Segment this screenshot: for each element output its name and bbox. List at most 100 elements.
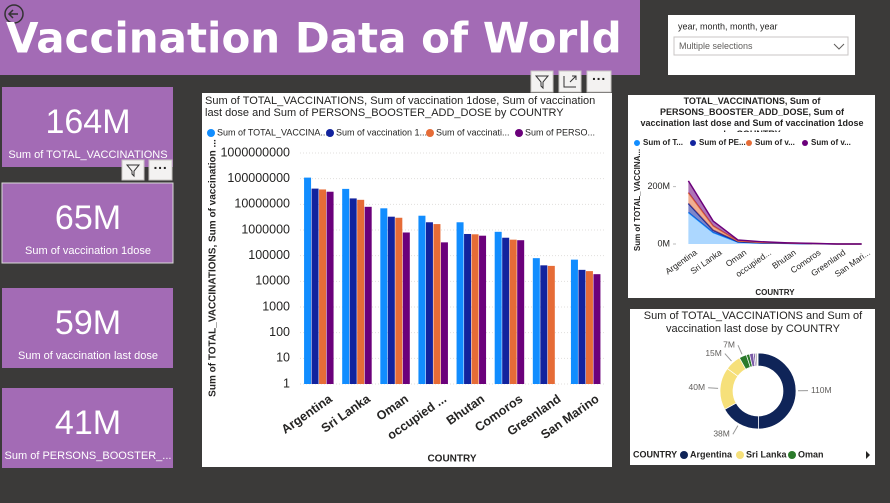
area-line xyxy=(687,180,862,245)
bar xyxy=(517,240,525,384)
legend-marker xyxy=(634,140,640,146)
bar xyxy=(425,222,433,384)
bar xyxy=(578,269,586,384)
bar xyxy=(402,232,410,384)
data-label: 38M xyxy=(713,428,730,438)
bar xyxy=(502,237,510,384)
legend-label: Sum of PE... xyxy=(699,138,746,147)
bar xyxy=(547,265,555,384)
bar xyxy=(364,206,372,384)
bar xyxy=(357,199,365,384)
bar xyxy=(540,265,548,384)
y-tick-label: 10 xyxy=(276,351,290,365)
legend-marker xyxy=(680,451,688,459)
legend-label: Sum of TOTAL_VACCINA... xyxy=(217,127,328,137)
legend-marker xyxy=(426,129,434,137)
bar xyxy=(418,215,426,384)
card-more-icon: ··· xyxy=(154,160,168,176)
kpi-label: Sum of vaccination 1dose xyxy=(25,245,151,257)
kpi-value: 164M xyxy=(45,103,130,141)
y-tick-label: 1000000 xyxy=(241,222,290,236)
title-banner xyxy=(0,0,640,75)
bar xyxy=(479,235,487,384)
kpi-label: Sum of PERSONS_BOOSTER_... xyxy=(5,450,172,462)
legend-label: Sum of v... xyxy=(811,138,851,147)
more-button[interactable] xyxy=(586,70,612,93)
legend-scroll-arrow xyxy=(866,451,870,459)
legend-marker xyxy=(788,451,796,459)
bar xyxy=(387,216,395,384)
bar xyxy=(380,208,388,384)
bar xyxy=(532,258,540,384)
legend-marker xyxy=(746,140,752,146)
bar xyxy=(494,231,502,384)
bar xyxy=(311,188,319,384)
area-fill xyxy=(688,212,862,244)
legend-label: Sum of PERSO... xyxy=(525,127,595,137)
kpi-card xyxy=(2,87,173,167)
y-axis-title: Sum of TOTAL_VACCINA... xyxy=(633,149,642,251)
y-tick-label: 0M xyxy=(657,238,670,248)
y-tick-label: 1000000000 xyxy=(220,145,290,159)
y-tick-label: 1 xyxy=(283,376,290,390)
kpi-label: Sum of TOTAL_VACCINATIONS xyxy=(8,149,167,161)
card-more-button xyxy=(148,159,173,181)
y-tick-label: 10000000 xyxy=(234,197,290,211)
y-tick-label: 10000 xyxy=(255,274,290,288)
chart-title: Sum of TOTAL_VACCINATIONS and Sum of vac… xyxy=(643,310,863,335)
legend-marker xyxy=(207,129,215,137)
legend-label: Sum of vaccinati... xyxy=(436,127,510,137)
leader-line xyxy=(708,387,719,389)
donut-segment xyxy=(756,352,759,367)
area-chart-panel xyxy=(628,95,875,298)
back-button[interactable] xyxy=(4,4,24,24)
bar xyxy=(319,189,327,384)
bar xyxy=(433,224,441,384)
chart-title-box: Sum of TOTAL_VACCINATIONS and Sum of vac… xyxy=(643,310,863,335)
visual-header: ··· xyxy=(530,70,612,93)
card-filter-icon xyxy=(125,164,141,178)
y-tick-label: 100000000 xyxy=(227,171,290,185)
data-label: 110M xyxy=(811,385,832,395)
legend-label: Sum of T... xyxy=(643,138,683,147)
bar xyxy=(395,217,403,384)
bar xyxy=(570,259,578,384)
legend-label: Oman xyxy=(798,449,824,459)
bar xyxy=(593,274,601,384)
more-icon: ··· xyxy=(592,71,606,87)
focus-icon xyxy=(563,75,577,88)
slicer-value: Multiple selections xyxy=(679,41,753,51)
chart-title-box: TOTAL_VACCINATIONS, Sum of PERSONS_BOOST… xyxy=(640,96,864,132)
legend-marker xyxy=(690,140,696,146)
bar xyxy=(349,198,357,384)
legend-label: Argentina xyxy=(690,449,733,459)
bar xyxy=(342,188,350,384)
leader-line xyxy=(732,425,739,435)
legend-label: Sri Lanka xyxy=(746,449,788,459)
legend-title: COUNTRY xyxy=(633,449,677,459)
kpi-value: 41M xyxy=(55,404,121,442)
bar xyxy=(464,233,472,384)
bar xyxy=(440,242,448,384)
data-label: 7M xyxy=(723,339,735,349)
y-tick-label: 200M xyxy=(647,181,670,191)
y-tick-label: 100000 xyxy=(248,248,290,262)
bar xyxy=(509,239,517,384)
y-tick-label: 100 xyxy=(269,325,290,339)
chart-title-box: Sum of TOTAL_VACCINATIONS, Sum of vaccin… xyxy=(205,95,595,119)
kpi-card xyxy=(1,182,174,264)
legend-marker xyxy=(326,129,334,137)
bar xyxy=(585,271,593,384)
data-label: 15M xyxy=(705,348,722,358)
chart-title: TOTAL_VACCINATIONS, Sum of PERSONS_BOOST… xyxy=(640,96,864,132)
kpi-label: Sum of vaccination last dose xyxy=(18,350,158,362)
slicer-dropdown[interactable] xyxy=(673,36,849,56)
card-filter-button xyxy=(121,159,145,181)
leader-line xyxy=(737,344,743,355)
leader-line xyxy=(724,353,732,362)
filter-button[interactable] xyxy=(530,70,554,93)
back-arrow xyxy=(7,9,18,19)
legend-marker xyxy=(736,451,744,459)
